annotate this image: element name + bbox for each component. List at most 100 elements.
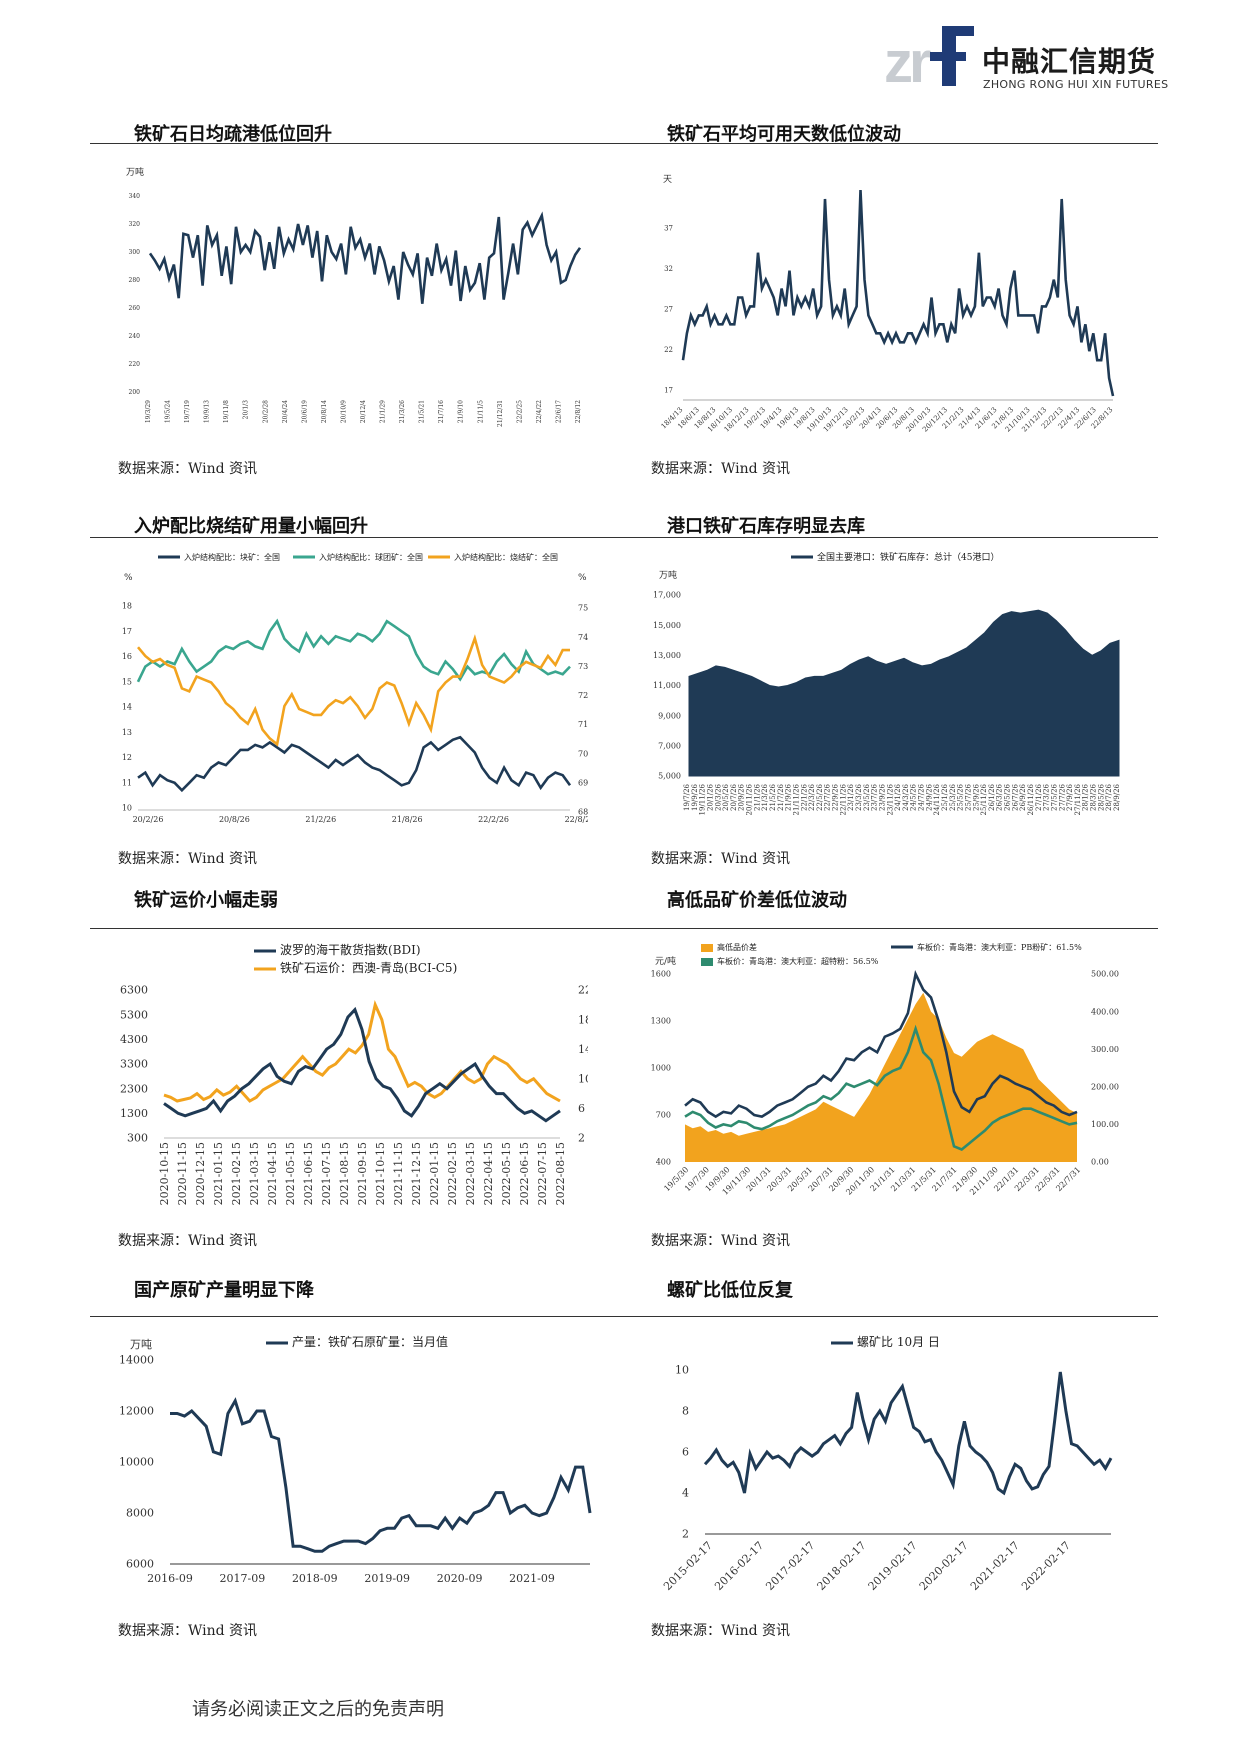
y-tick-label: 7,000 <box>658 742 681 751</box>
x-tick-label: 21/9/10 <box>458 400 465 423</box>
x-tick-label: 21/9/26 <box>785 783 793 811</box>
series-line <box>684 969 1078 1119</box>
y-tick-label: 280 <box>129 277 141 284</box>
x-tick-label: 21/3/26 <box>761 783 769 811</box>
y-tick-label: 17 <box>122 627 132 636</box>
y-axis-unit: 万吨 <box>126 166 144 178</box>
series-line <box>136 634 570 747</box>
y-tick-label: 260 <box>129 305 141 312</box>
y-tick-label: 18 <box>122 602 132 611</box>
x-tick-label: 24/5/26 <box>910 783 918 811</box>
x-tick-label: 2021-09 <box>509 1572 555 1585</box>
panel-title: 国产原矿产量明显下降 <box>134 1280 314 1301</box>
divider <box>90 1316 1158 1317</box>
chart-domestic-output: 产量：铁矿石原矿量：当月值万吨1400012000100008000600020… <box>119 1334 592 1585</box>
data-source: 数据来源：Wind 资讯 <box>651 1623 791 1639</box>
y-tick-label: 1300 <box>120 1107 148 1120</box>
series-line <box>681 189 1115 397</box>
x-tick-label: 2015-02-17 <box>661 1539 715 1593</box>
y-tick-label: 10 <box>122 804 132 813</box>
y-tick-label: 2300 <box>120 1082 148 1095</box>
y-tick-label: 1000 <box>651 1064 671 1073</box>
data-source: 数据来源：Wind 资讯 <box>118 1623 258 1639</box>
data-source: 数据来源：Wind 资讯 <box>118 461 258 477</box>
x-tick-label: 22/2/26 <box>478 815 509 823</box>
divider <box>90 143 1158 144</box>
x-tick-label: 27/1/26 <box>1035 783 1043 811</box>
x-tick-label: 22/6/17 <box>555 400 562 423</box>
x-tick-label: 22/2/25 <box>516 400 523 423</box>
x-tick-label: 20/12/4 <box>360 400 367 423</box>
y-tick-label: 68 <box>578 808 588 817</box>
x-tick-label: 2022-03-15 <box>464 1142 477 1205</box>
x-tick-label: 19/7/26 <box>683 783 691 811</box>
series-line <box>170 1397 592 1553</box>
y-tick-label: 27 <box>664 305 673 313</box>
x-tick-label: 24/1/26 <box>894 783 902 811</box>
y-tick-label: 12000 <box>119 1405 154 1418</box>
x-tick-label: 2021-10-15 <box>374 1142 387 1205</box>
y-tick-label: 100.00 <box>1091 1120 1119 1129</box>
x-tick-label: 21/5/21 <box>419 400 426 423</box>
x-tick-label: 22/3/26 <box>808 783 816 811</box>
company-logo: zr 中融汇信期货 ZHONG RONG HUI XIN FUTURES <box>884 26 1184 96</box>
x-tick-label: 23/9/26 <box>878 783 886 811</box>
y-tick-label: 18 <box>578 1013 588 1026</box>
y-tick-label: 17,000 <box>653 591 681 600</box>
chart-grade-spread: 高低品价差 车板价：青岛港：澳大利亚：PB粉矿：61.5% 车板价：青岛港：澳大利亚… <box>651 942 1119 1197</box>
logo-name-cn: 中融汇信期货 <box>982 45 1157 78</box>
x-tick-label: 2021-01-15 <box>212 1142 225 1205</box>
legend-label: 波罗的海干散货指数(BDI) <box>280 942 421 957</box>
y-tick-label: 16 <box>122 652 132 661</box>
panel-title: 入炉配比烧结矿用量小幅回升 <box>134 516 368 537</box>
y-tick-label: 10 <box>675 1364 689 1377</box>
x-tick-label: 21/11/5 <box>477 400 484 423</box>
y-tick-label: 6 <box>682 1446 689 1459</box>
y-tick-label: 8 <box>682 1405 689 1418</box>
x-tick-label: 20/2/26 <box>133 815 164 823</box>
y-tick-label: 14 <box>122 703 132 712</box>
panel-title: 高低品矿价差低位波动 <box>667 890 847 911</box>
x-tick-label: 2021-04-15 <box>266 1142 279 1205</box>
y-tick-label: 6300 <box>120 984 148 997</box>
y-tick-label: 10000 <box>119 1456 154 1469</box>
x-tick-label: 21/1/29 <box>380 400 387 423</box>
series-line <box>163 1006 561 1123</box>
y-tick-label: 5,000 <box>658 772 681 781</box>
x-tick-label: 27/7/26 <box>1058 783 1066 811</box>
x-tick-label: 2021-09-15 <box>356 1142 369 1205</box>
x-tick-label: 21/3/26 <box>399 400 406 423</box>
y-tick-label: 9,000 <box>658 711 681 720</box>
x-tick-label: 2018-09 <box>292 1572 338 1585</box>
x-tick-label: 2019-09 <box>364 1572 410 1585</box>
y-tick-label: 14 <box>578 1043 588 1056</box>
y-tick-label: 2 <box>682 1528 689 1541</box>
x-tick-label: 21/5/26 <box>769 783 777 811</box>
chart-furnace-ratio: 入炉结构配比：块矿：全国 入炉结构配比：球团矿：全国 入炉结构配比：烧结矿：全国%%… <box>122 552 588 823</box>
x-tick-label: 25/11/26 <box>980 783 988 815</box>
y-tick-label: 32 <box>664 265 673 273</box>
data-source: 数据来源：Wind 资讯 <box>118 1233 258 1249</box>
x-tick-label: 2020-11-15 <box>176 1142 189 1205</box>
x-tick-label: 24/11/26 <box>933 783 941 815</box>
y-tick-label: 10 <box>578 1072 588 1085</box>
y-tick-label: 3300 <box>120 1058 148 1071</box>
y-tick-label: 320 <box>129 221 141 228</box>
y-tick-label: 8000 <box>126 1507 154 1520</box>
y-tick-label: 73 <box>578 662 588 671</box>
y-tick-label: 340 <box>129 193 141 200</box>
x-tick-label: 20/2/28 <box>262 400 269 423</box>
panel-title: 铁矿石日均疏港低位回升 <box>134 124 332 145</box>
x-tick-label: 23/1/26 <box>847 783 855 811</box>
x-tick-label: 20/4/24 <box>282 400 289 423</box>
y-tick-label: 37 <box>664 224 673 232</box>
x-tick-label: 20/10/9 <box>340 400 347 423</box>
y-tick-label: 13,000 <box>653 651 681 660</box>
y-tick-label: 5300 <box>120 1008 148 1021</box>
y-tick-label: 6000 <box>126 1558 154 1571</box>
x-tick-label: 2022-02-15 <box>446 1142 459 1205</box>
y-axis-unit: 万吨 <box>130 1338 152 1351</box>
series-line <box>148 211 582 304</box>
series-line <box>136 618 571 683</box>
y-tick-label: 300.00 <box>1091 1045 1119 1054</box>
